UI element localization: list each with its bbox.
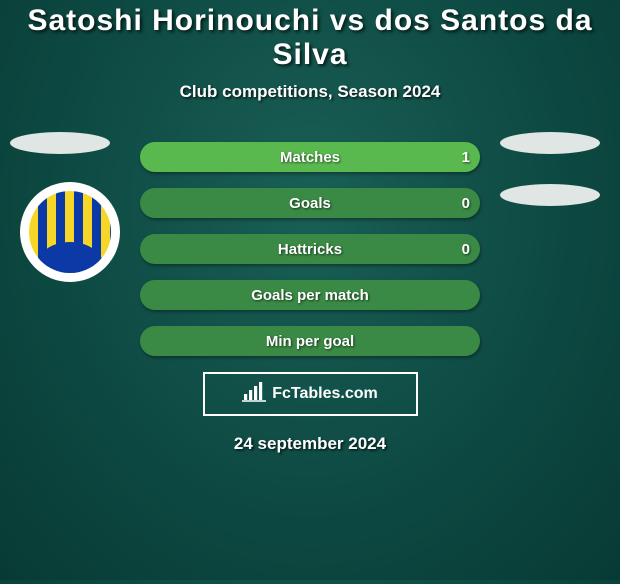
stat-row: Goals per match (140, 280, 480, 310)
stat-label: Goals (289, 195, 331, 212)
footer-date: 24 september 2024 (0, 434, 620, 454)
player-left-placeholder-ellipse (10, 132, 110, 154)
club-badge-arc (36, 242, 105, 273)
comparison-content: Matches 1 Goals 0 Hattricks 0 Goals per match M… (0, 142, 620, 454)
stat-row: Matches 1 (140, 142, 480, 172)
stat-label: Min per goal (266, 333, 354, 350)
stat-value-right: 0 (462, 241, 470, 258)
player-right-placeholder-ellipse-bottom (500, 184, 600, 206)
watermark-label: FcTables.com (272, 385, 378, 403)
club-badge-stripes (29, 191, 111, 273)
page-subtitle: Club competitions, Season 2024 (0, 82, 620, 102)
stat-value-right: 1 (462, 149, 470, 166)
page-title: Satoshi Horinouchi vs dos Santos da Silv… (0, 4, 620, 72)
stat-label: Matches (280, 149, 340, 166)
chart-bars-icon (242, 382, 266, 407)
stat-row: Goals 0 (140, 188, 480, 218)
stat-row: Hattricks 0 (140, 234, 480, 264)
watermark-box: FcTables.com (203, 372, 418, 416)
player-left-club-badge (20, 182, 120, 282)
stat-rows-container: Matches 1 Goals 0 Hattricks 0 Goals per match M… (140, 142, 480, 356)
stat-label: Hattricks (278, 241, 342, 258)
player-right-placeholder-ellipse-top (500, 132, 600, 154)
stat-row: Min per goal (140, 326, 480, 356)
stat-label: Goals per match (251, 287, 369, 304)
stat-value-right: 0 (462, 195, 470, 212)
